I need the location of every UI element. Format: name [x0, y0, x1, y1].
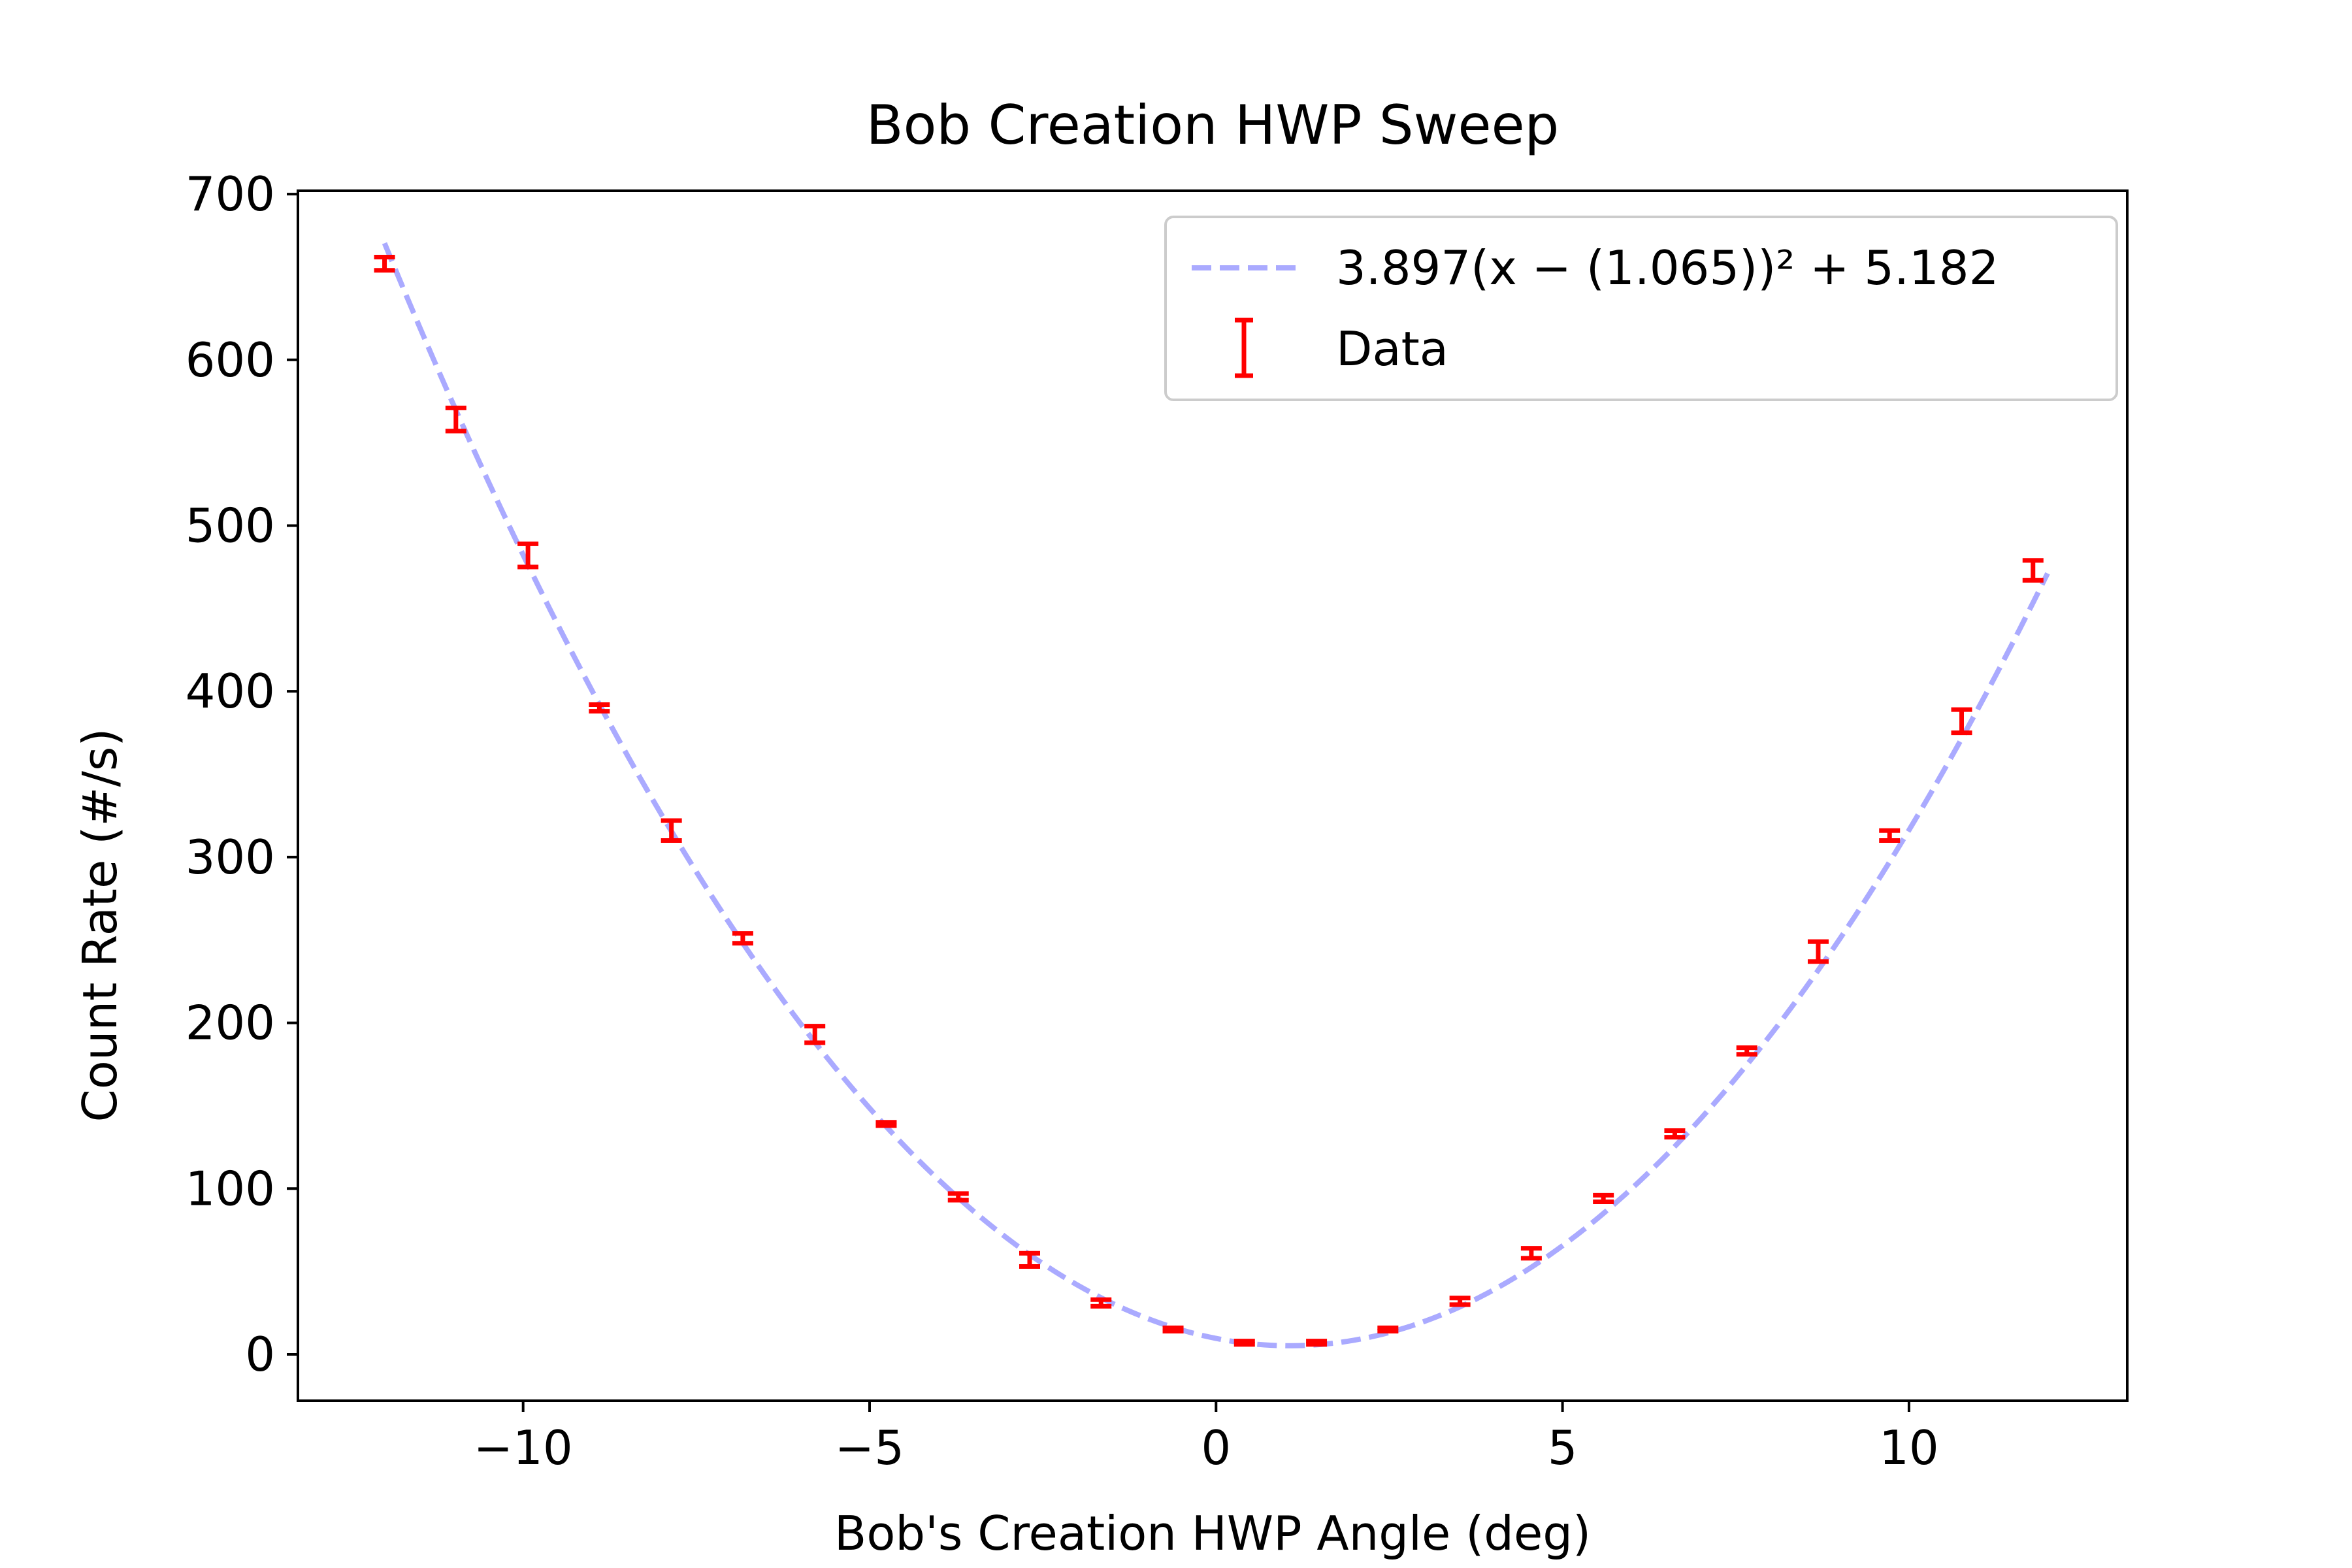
legend-fit-label: 3.897(x − (1.065))² + 5.182	[1336, 240, 1999, 295]
data-point	[1162, 1325, 1184, 1333]
data-point	[1520, 1246, 1542, 1261]
data-point	[589, 702, 610, 714]
data-point	[1377, 1325, 1399, 1333]
y-tick-label: 300	[186, 830, 275, 885]
data-point	[517, 541, 539, 570]
y-tick-label: 500	[186, 498, 275, 553]
fit-curve	[382, 242, 2050, 1348]
data-point	[732, 931, 753, 946]
y-tick-label: 100	[186, 1161, 275, 1216]
x-axis-label: Bob's Creation HWP Angle (deg)	[834, 1506, 1591, 1561]
y-tick-label: 600	[186, 333, 275, 387]
legend: 3.897(x − (1.065))² + 5.182 Data	[1164, 216, 2118, 401]
data-point	[1233, 1339, 1255, 1347]
data-point	[2022, 558, 2044, 583]
data-point	[804, 1024, 826, 1045]
y-tick-label: 700	[186, 167, 275, 221]
data-point	[875, 1120, 897, 1128]
x-tick-label: 0	[1201, 1420, 1231, 1475]
y-axis-label: Count Rate (#/s)	[73, 728, 127, 1122]
data-point	[1807, 939, 1829, 964]
plot-area	[374, 242, 2050, 1348]
data-point	[1449, 1296, 1471, 1307]
legend-data-label: Data	[1336, 321, 1448, 376]
x-tick-label: −5	[835, 1420, 904, 1475]
y-tick-label: 0	[245, 1327, 275, 1382]
data-point	[1951, 707, 1972, 736]
data-point	[374, 254, 395, 273]
data-point	[1019, 1250, 1040, 1269]
data-point	[445, 405, 466, 434]
data-point	[1736, 1045, 1757, 1057]
data-point	[661, 818, 682, 843]
legend-box	[1164, 216, 2118, 401]
x-tick-label: 10	[1879, 1420, 1939, 1475]
y-tick-label: 400	[186, 664, 275, 719]
x-tick-label: −10	[474, 1420, 573, 1475]
data-point	[1090, 1297, 1112, 1309]
data-point	[1664, 1128, 1686, 1140]
data-point	[1593, 1192, 1614, 1205]
data-point	[1879, 828, 1901, 843]
chart-title: Bob Creation HWP Sweep	[866, 93, 1560, 157]
data-point	[1306, 1339, 1328, 1347]
axes-frame	[297, 189, 2129, 1402]
data-point	[947, 1191, 969, 1203]
x-tick-label: 5	[1548, 1420, 1578, 1475]
legend-data-marker	[1235, 318, 1253, 378]
y-tick-label: 200	[186, 996, 275, 1051]
